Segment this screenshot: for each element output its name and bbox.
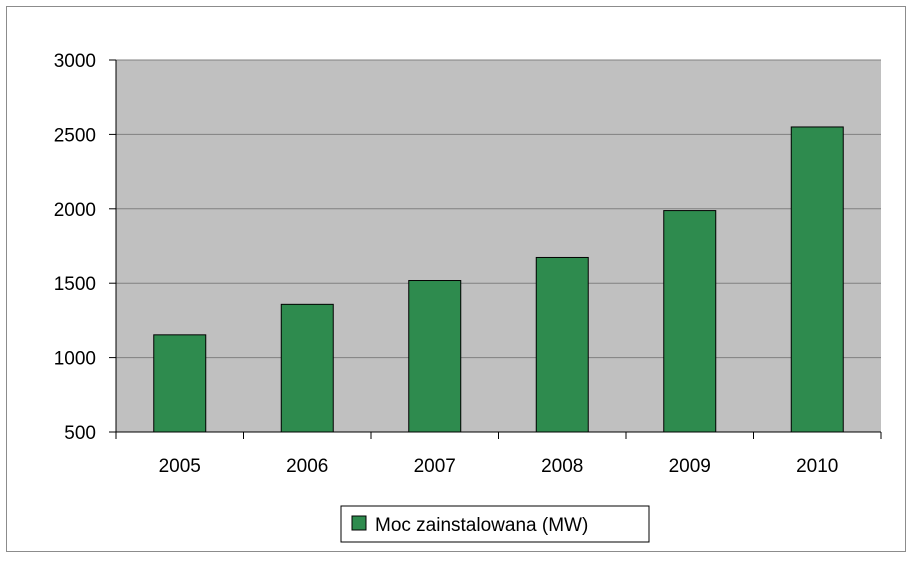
- bars: [153, 126, 844, 433]
- legend-box: [340, 505, 650, 543]
- x-tick-label: 2005: [159, 456, 201, 477]
- y-tick-label: 500: [64, 423, 96, 444]
- legend-label: Moc zainstalowana (MW): [375, 515, 588, 536]
- y-tick-label: 1500: [54, 274, 96, 295]
- bar-2009: [663, 210, 717, 433]
- bar-2006: [280, 303, 334, 433]
- bar-2005: [153, 334, 207, 433]
- y-tick-label: 3000: [54, 51, 96, 72]
- y-tick-labels: 500 1000 1500 2000 2500 3000: [54, 51, 96, 444]
- y-tick-label: 1000: [54, 349, 96, 370]
- x-tick-label: 2009: [669, 456, 711, 477]
- y-tick-label: 2500: [54, 125, 96, 146]
- legend-swatch: [351, 515, 367, 531]
- axes: [109, 59, 882, 439]
- x-tick-label: 2008: [541, 456, 583, 477]
- bar-2010: [790, 126, 844, 433]
- gridlines: [116, 59, 881, 359]
- legend: Moc zainstalowana (MW): [340, 505, 650, 543]
- x-tick-label: 2010: [796, 456, 838, 477]
- bar-2007: [408, 280, 462, 433]
- x-tick-label: 2007: [414, 456, 456, 477]
- y-tick-label: 2000: [54, 200, 96, 221]
- bar-2008: [535, 256, 589, 433]
- plot-area: [116, 60, 881, 432]
- x-tick-label: 2006: [286, 456, 328, 477]
- x-tick-labels: 2005 2006 2007 2008 2009 2010: [159, 456, 839, 477]
